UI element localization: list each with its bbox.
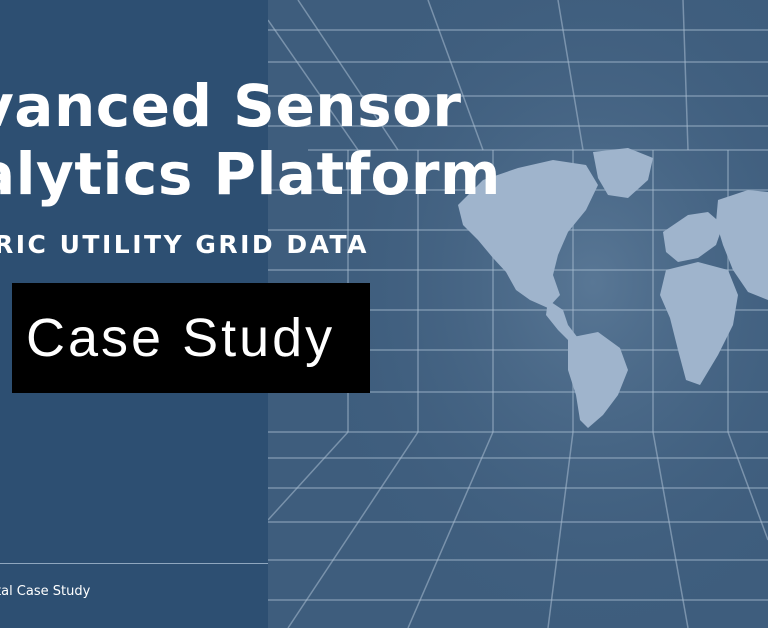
case-study-badge: Case Study	[12, 283, 370, 393]
title-line-1: vanced Sensor	[0, 72, 462, 140]
title-line-2: alytics Platform	[0, 140, 501, 208]
case-study-label: Case Study	[26, 308, 336, 368]
footer-divider	[0, 563, 268, 564]
world-map	[458, 148, 768, 428]
subtitle: RIC UTILITY GRID DATA	[0, 230, 369, 259]
page-title: vanced Sensor alytics Platform	[0, 72, 501, 208]
footer-text: tal Case Study	[0, 584, 91, 599]
world-map-grid-icon	[268, 0, 768, 628]
